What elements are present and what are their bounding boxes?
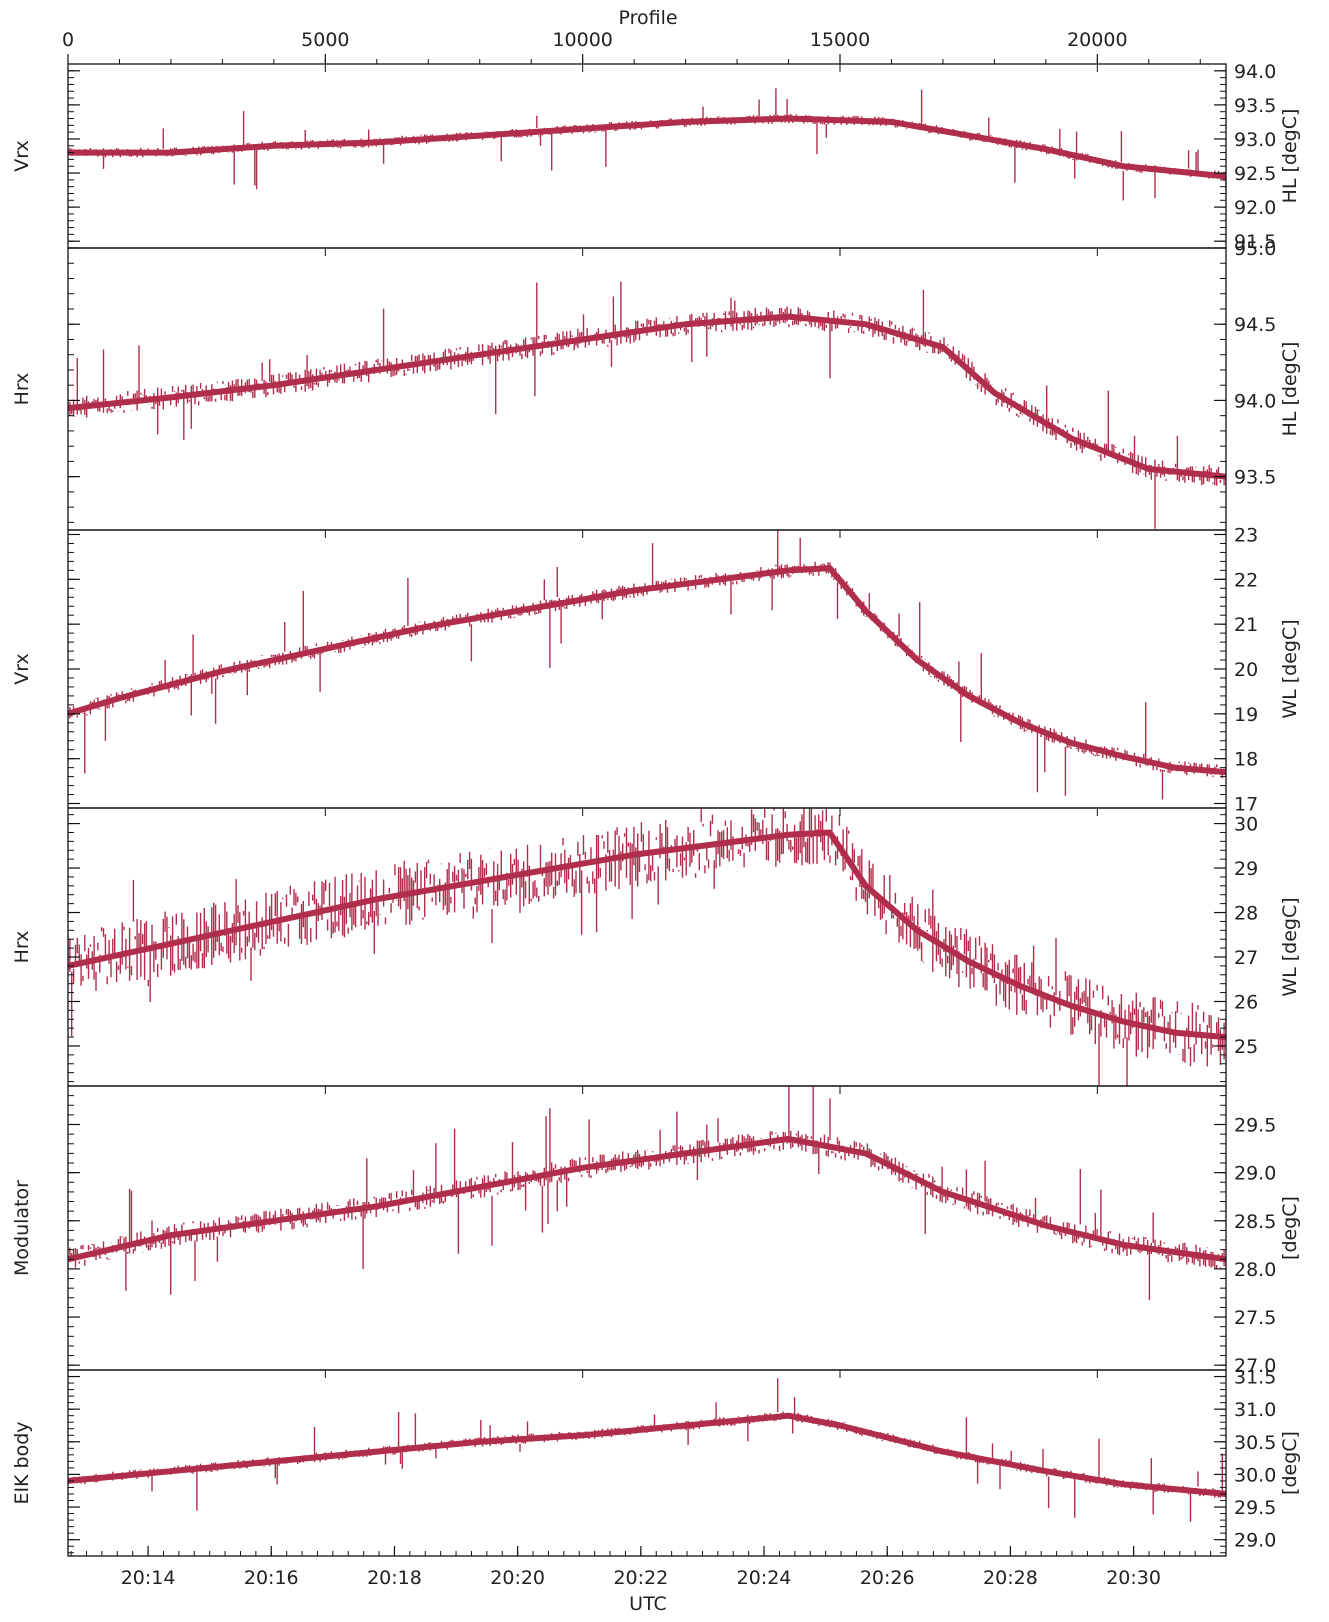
- y-tick-label: 29: [1234, 858, 1258, 880]
- y-tick-label: 93.0: [1234, 129, 1276, 151]
- series-noise-3: [68, 530, 1226, 800]
- panel-3: 17 18 19 20 21 22 23 Vrx WL [degC]: [11, 524, 1301, 816]
- series-line-3: [68, 565, 1226, 776]
- bottom-tick-label: 20:18: [367, 1567, 422, 1589]
- y-tick-label: 23: [1234, 524, 1258, 546]
- panel-4: 25 26 27 28 29 30 Hrx WL [degC]: [11, 807, 1301, 1087]
- right-label: HL [degC]: [1279, 342, 1301, 437]
- panel-2: 93.5 94.0 94.5 95.0 Hrx HL [degC]: [11, 238, 1301, 531]
- y-tick-label: 94.5: [1234, 314, 1276, 336]
- y-tick-label: 94.0: [1234, 390, 1276, 412]
- top-tick-label: 0: [62, 29, 74, 51]
- series-line-1: [68, 115, 1226, 180]
- bottom-axis-label: UTC: [629, 1593, 667, 1615]
- y-tick-label: 92.5: [1234, 163, 1276, 185]
- bottom-tick-label: 20:16: [244, 1567, 299, 1589]
- y-tick-label: 17: [1234, 794, 1258, 816]
- panel-frame-6: [67, 1369, 1227, 1557]
- series-noise-1: [68, 88, 1226, 201]
- right-label: WL [degC]: [1279, 619, 1301, 718]
- left-label: Vrx: [11, 140, 33, 172]
- series-line-6: [68, 1412, 1226, 1497]
- right-label: WL [degC]: [1279, 897, 1301, 996]
- bottom-tick-label: 20:26: [860, 1567, 915, 1589]
- bottom-tick-label: 20:30: [1106, 1567, 1161, 1589]
- series-noise-6: [68, 1378, 1226, 1522]
- left-label: Modulator: [11, 1180, 33, 1276]
- y-tick-label: 29.5: [1234, 1497, 1276, 1519]
- y-tick-label: 29.0: [1234, 1530, 1276, 1552]
- top-tick-label: 20000: [1067, 29, 1127, 51]
- series-noise-4: [68, 808, 1226, 1086]
- y-tick-label: 93.5: [1234, 467, 1276, 489]
- series-line-5: [68, 1135, 1226, 1263]
- y-tick-label: 19: [1234, 704, 1258, 726]
- left-label: Hrx: [11, 373, 33, 406]
- left-label: Hrx: [11, 931, 33, 964]
- bottom-tick-label: 20:24: [737, 1567, 792, 1589]
- left-label: EIK body: [11, 1421, 33, 1504]
- top-axis-label: Profile: [618, 7, 677, 29]
- y-tick-label: 25: [1234, 1036, 1258, 1058]
- bottom-tick-label: 20:28: [983, 1567, 1038, 1589]
- y-tick-label: 94.0: [1234, 61, 1276, 83]
- y-tick-label: 91.5: [1234, 231, 1276, 253]
- bottom-axis: 20:14 20:16 20:18 20:20 20:22 20:24 20:26 20:28…: [70, 1546, 1227, 1589]
- series-line-2: [68, 313, 1226, 480]
- y-tick-label: 28: [1234, 903, 1258, 925]
- bottom-tick-label: 20:20: [490, 1567, 545, 1589]
- y-tick-label: 27.5: [1234, 1307, 1276, 1329]
- y-tick-label: 20: [1234, 659, 1258, 681]
- y-tick-label: 92.0: [1234, 197, 1276, 219]
- series-line-4: [68, 829, 1226, 1041]
- panel-1: 91.5 92.0 92.5 93.0 93.5 94.0 Vrx HL [degC]: [11, 61, 1301, 253]
- right-label: [degC]: [1279, 1431, 1301, 1495]
- top-tick-label: 10000: [552, 29, 612, 51]
- y-tick-label: 30.0: [1234, 1464, 1276, 1486]
- left-label: Vrx: [11, 653, 33, 685]
- y-tick-label: 28.5: [1234, 1211, 1276, 1233]
- right-label: HL [degC]: [1279, 109, 1301, 204]
- y-tick-label: 22: [1234, 569, 1258, 591]
- y-tick-label: 30: [1234, 814, 1258, 836]
- y-tick-label: 95.0: [1234, 238, 1276, 260]
- panel-6: 29.0 29.5 30.0 30.5 31.0 31.5 EIK body [degC]: [11, 1367, 1301, 1557]
- bottom-tick-label: 20:14: [121, 1567, 176, 1589]
- y-tick-label: 26: [1234, 991, 1258, 1013]
- panel-frame-1: [67, 63, 1227, 249]
- y-tick-label: 27: [1234, 947, 1258, 969]
- series-noise-2: [68, 281, 1226, 529]
- panel-5: 27.0 27.5 28.0 28.5 29.0 29.5 Modulator [degC]: [11, 1085, 1301, 1377]
- y-tick-label: 30.5: [1234, 1432, 1276, 1454]
- y-tick-label: 31.5: [1234, 1367, 1276, 1389]
- top-axis: 0 5000 10000 15000 20000: [62, 29, 1201, 64]
- top-tick-label: 5000: [301, 29, 349, 51]
- top-tick-label: 15000: [810, 29, 870, 51]
- y-tick-label: 28.0: [1234, 1259, 1276, 1281]
- y-tick-label: 29.0: [1234, 1163, 1276, 1185]
- y-tick-label: 31.0: [1234, 1399, 1276, 1421]
- y-tick-label: 21: [1234, 614, 1258, 636]
- panel-frame-4: [67, 807, 1227, 1087]
- bottom-tick-label: 20:22: [613, 1567, 668, 1589]
- right-label: [degC]: [1279, 1196, 1301, 1260]
- series-noise-5: [68, 1086, 1226, 1301]
- y-tick-label: 29.5: [1234, 1115, 1276, 1137]
- y-tick-label: 18: [1234, 749, 1258, 771]
- y-tick-label: 27.0: [1234, 1355, 1276, 1377]
- y-tick-label: 93.5: [1234, 95, 1276, 117]
